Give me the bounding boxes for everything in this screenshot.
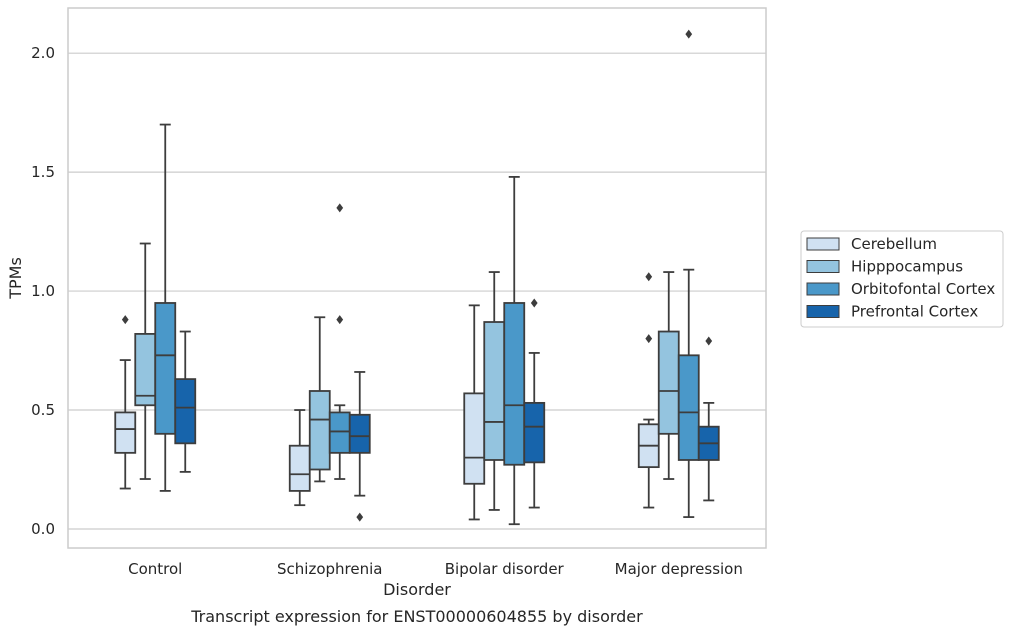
box-body [174,378,197,445]
box-body [308,390,331,471]
box [677,29,700,518]
box-body [114,411,137,454]
box-body [348,413,371,454]
box [328,203,351,480]
y-tick-label: 0.5 [31,401,55,419]
y-tick-label: 2.0 [31,44,55,62]
x-tick-label: Control [128,560,182,578]
outlier-point [645,334,653,344]
box-body [503,302,526,466]
box [174,330,197,473]
box-series-layer [114,29,720,526]
box [503,175,526,526]
series-orbitofontal-cortex [154,29,700,526]
box-body [463,392,486,485]
y-tick-label: 0.0 [31,520,55,538]
x-tick-label: Bipolar disorder [445,560,565,578]
y-tick-label: 1.5 [31,163,55,181]
outlier-point [645,272,653,282]
grid-lines [68,52,766,530]
y-axis-label: TPMs [6,257,25,300]
legend-items: Cerebellum Hipppocampus Orbitofontal Corte… [806,235,995,321]
box [154,123,177,492]
box [523,298,546,509]
legend-swatch [806,305,840,318]
legend-swatch [806,282,840,296]
outlier-point [356,512,364,522]
legend: Cerebellum Hipppocampus Orbitofontal Corte… [800,230,1004,328]
outlier-point [685,29,693,39]
legend-label: Prefrontal Cortex [851,303,978,321]
box-body [483,321,506,461]
legend-label: Hipppocampus [851,258,963,276]
box-body [154,302,177,435]
outlier-point [530,298,538,308]
box [288,409,311,507]
box-body [134,333,157,407]
box-body [657,330,680,435]
x-tick-label: Schizophrenia [277,560,382,578]
legend-swatch [806,260,840,273]
y-tick-labels: 0.0 0.5 1.0 1.5 2.0 [31,44,55,538]
plot-frame [67,7,767,549]
box [697,336,720,502]
box-body [523,401,546,464]
outlier-point [336,203,344,213]
chart-caption: Transcript expression for ENST0000060485… [190,607,643,626]
box [114,315,137,490]
box [637,272,660,509]
x-axis-label: Disorder [383,580,451,599]
x-tick-labels: Control Schizophrenia Bipolar disorder Majo… [128,560,743,578]
box-body [677,354,700,461]
box [308,316,331,483]
box-body [328,411,351,454]
box [483,271,506,511]
outlier-point [705,336,713,346]
series-cerebellum [114,272,660,521]
box [134,242,157,480]
x-tick-label: Major depression [615,560,743,578]
series-prefrontal-cortex [174,298,720,522]
series-hipppocampus [134,242,680,511]
outlier-point [336,315,344,325]
box [657,271,680,480]
y-tick-label: 1.0 [31,282,55,300]
legend-label: Cerebellum [851,235,937,253]
legend-swatch [806,237,840,251]
legend-label: Orbitofontal Cortex [851,280,995,298]
legend-frame [800,230,1004,328]
box [348,371,371,522]
box [463,304,486,521]
box-body [288,444,311,492]
outlier-point [121,315,129,325]
